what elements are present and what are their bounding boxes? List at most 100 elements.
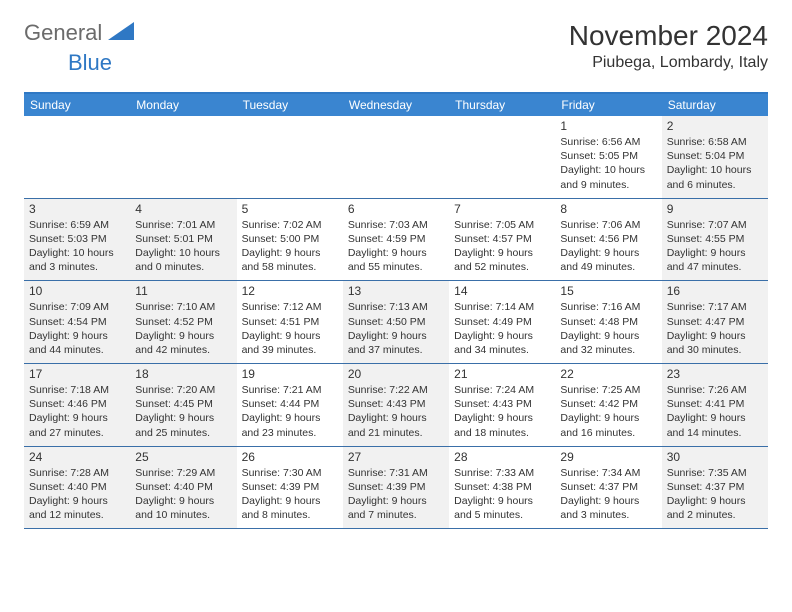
daylight-text: Daylight: 9 hours and 27 minutes.	[29, 411, 125, 439]
day-cell: 26Sunrise: 7:30 AMSunset: 4:39 PMDayligh…	[237, 447, 343, 529]
daylight-text: Daylight: 9 hours and 52 minutes.	[454, 246, 550, 274]
sunset-text: Sunset: 5:05 PM	[560, 149, 656, 163]
sunrise-text: Sunrise: 7:16 AM	[560, 300, 656, 314]
day-number: 26	[242, 450, 338, 464]
week-row: 10Sunrise: 7:09 AMSunset: 4:54 PMDayligh…	[24, 281, 768, 364]
daylight-text: Daylight: 9 hours and 7 minutes.	[348, 494, 444, 522]
week-row: 24Sunrise: 7:28 AMSunset: 4:40 PMDayligh…	[24, 447, 768, 530]
daylight-text: Daylight: 10 hours and 9 minutes.	[560, 163, 656, 191]
day-number: 25	[135, 450, 231, 464]
day-number: 16	[667, 284, 763, 298]
day-number: 2	[667, 119, 763, 133]
day-number: 23	[667, 367, 763, 381]
sunrise-text: Sunrise: 7:05 AM	[454, 218, 550, 232]
day-number: 24	[29, 450, 125, 464]
day-info: Sunrise: 7:10 AMSunset: 4:52 PMDaylight:…	[135, 300, 231, 357]
day-cell: 17Sunrise: 7:18 AMSunset: 4:46 PMDayligh…	[24, 364, 130, 446]
sunrise-text: Sunrise: 7:35 AM	[667, 466, 763, 480]
day-info: Sunrise: 7:12 AMSunset: 4:51 PMDaylight:…	[242, 300, 338, 357]
day-info: Sunrise: 7:01 AMSunset: 5:01 PMDaylight:…	[135, 218, 231, 275]
daylight-text: Daylight: 9 hours and 44 minutes.	[29, 329, 125, 357]
sunset-text: Sunset: 4:46 PM	[29, 397, 125, 411]
sunrise-text: Sunrise: 7:06 AM	[560, 218, 656, 232]
sunset-text: Sunset: 4:39 PM	[242, 480, 338, 494]
day-info: Sunrise: 7:22 AMSunset: 4:43 PMDaylight:…	[348, 383, 444, 440]
day-info: Sunrise: 7:31 AMSunset: 4:39 PMDaylight:…	[348, 466, 444, 523]
logo-text-blue: Blue	[68, 50, 112, 75]
day-cell: 16Sunrise: 7:17 AMSunset: 4:47 PMDayligh…	[662, 281, 768, 363]
day-number: 5	[242, 202, 338, 216]
day-cell	[130, 116, 236, 198]
day-number: 11	[135, 284, 231, 298]
day-header-cell: Friday	[555, 94, 661, 116]
day-cell: 23 Sunrise: 7:26 AMSunset: 4:41 PMDayligh…	[662, 364, 768, 446]
day-cell	[449, 116, 555, 198]
sunrise-text: Sunrise: 7:30 AM	[242, 466, 338, 480]
day-header-cell: Tuesday	[237, 94, 343, 116]
daylight-text: Daylight: 10 hours and 6 minutes.	[667, 163, 763, 191]
daylight-text: Daylight: 9 hours and 55 minutes.	[348, 246, 444, 274]
day-number: 3	[29, 202, 125, 216]
day-info: Sunrise: 7:21 AMSunset: 4:44 PMDaylight:…	[242, 383, 338, 440]
logo-text-general: General	[24, 20, 102, 46]
day-cell: 3Sunrise: 6:59 AMSunset: 5:03 PMDaylight…	[24, 199, 130, 281]
day-info: Sunrise: 7:35 AMSunset: 4:37 PMDaylight:…	[667, 466, 763, 523]
sunset-text: Sunset: 4:56 PM	[560, 232, 656, 246]
day-number: 8	[560, 202, 656, 216]
sunrise-text: Sunrise: 6:58 AM	[667, 135, 763, 149]
day-number: 20	[348, 367, 444, 381]
logo: General	[24, 20, 136, 46]
sunset-text: Sunset: 4:37 PM	[560, 480, 656, 494]
sunrise-text: Sunrise: 7:17 AM	[667, 300, 763, 314]
daylight-text: Daylight: 9 hours and 47 minutes.	[667, 246, 763, 274]
sunrise-text: Sunrise: 7:34 AM	[560, 466, 656, 480]
day-info: Sunrise: 7:09 AMSunset: 4:54 PMDaylight:…	[29, 300, 125, 357]
sunset-text: Sunset: 4:43 PM	[454, 397, 550, 411]
day-cell: 10Sunrise: 7:09 AMSunset: 4:54 PMDayligh…	[24, 281, 130, 363]
day-cell: 22Sunrise: 7:25 AMSunset: 4:42 PMDayligh…	[555, 364, 661, 446]
day-cell: 4Sunrise: 7:01 AMSunset: 5:01 PMDaylight…	[130, 199, 236, 281]
day-info: Sunrise: 7:34 AMSunset: 4:37 PMDaylight:…	[560, 466, 656, 523]
day-number: 22	[560, 367, 656, 381]
sunset-text: Sunset: 4:51 PM	[242, 315, 338, 329]
sunrise-text: Sunrise: 7:33 AM	[454, 466, 550, 480]
sunset-text: Sunset: 4:45 PM	[135, 397, 231, 411]
sunset-text: Sunset: 4:47 PM	[667, 315, 763, 329]
sunrise-text: Sunrise: 7:07 AM	[667, 218, 763, 232]
day-info: Sunrise: 7:29 AMSunset: 4:40 PMDaylight:…	[135, 466, 231, 523]
day-cell: 8Sunrise: 7:06 AMSunset: 4:56 PMDaylight…	[555, 199, 661, 281]
sunset-text: Sunset: 4:52 PM	[135, 315, 231, 329]
sunrise-text: Sunrise: 7:31 AM	[348, 466, 444, 480]
day-cell: 11 Sunrise: 7:10 AMSunset: 4:52 PMDayligh…	[130, 281, 236, 363]
sunrise-text: Sunrise: 7:29 AM	[135, 466, 231, 480]
day-info: Sunrise: 7:07 AMSunset: 4:55 PMDaylight:…	[667, 218, 763, 275]
sunset-text: Sunset: 5:04 PM	[667, 149, 763, 163]
daylight-text: Daylight: 9 hours and 2 minutes.	[667, 494, 763, 522]
day-info: Sunrise: 7:26 AMSunset: 4:41 PMDaylight:…	[667, 383, 763, 440]
sunrise-text: Sunrise: 7:10 AM	[135, 300, 231, 314]
day-number: 28	[454, 450, 550, 464]
day-cell: 7Sunrise: 7:05 AMSunset: 4:57 PMDaylight…	[449, 199, 555, 281]
day-cell: 6Sunrise: 7:03 AMSunset: 4:59 PMDaylight…	[343, 199, 449, 281]
daylight-text: Daylight: 9 hours and 10 minutes.	[135, 494, 231, 522]
day-number: 1	[560, 119, 656, 133]
day-cell: 13Sunrise: 7:13 AMSunset: 4:50 PMDayligh…	[343, 281, 449, 363]
sunrise-text: Sunrise: 7:09 AM	[29, 300, 125, 314]
daylight-text: Daylight: 9 hours and 14 minutes.	[667, 411, 763, 439]
day-cell: 20 Sunrise: 7:22 AMSunset: 4:43 PMDayligh…	[343, 364, 449, 446]
day-number: 29	[560, 450, 656, 464]
day-info: Sunrise: 6:56 AMSunset: 5:05 PMDaylight:…	[560, 135, 656, 192]
daylight-text: Daylight: 9 hours and 5 minutes.	[454, 494, 550, 522]
sunset-text: Sunset: 5:00 PM	[242, 232, 338, 246]
day-header-cell: Monday	[130, 94, 236, 116]
month-title: November 2024	[569, 20, 768, 52]
sunset-text: Sunset: 4:54 PM	[29, 315, 125, 329]
day-number: 21	[454, 367, 550, 381]
day-cell: 25 Sunrise: 7:29 AMSunset: 4:40 PMDayligh…	[130, 447, 236, 529]
sunrise-text: Sunrise: 7:13 AM	[348, 300, 444, 314]
day-info: Sunrise: 7:33 AMSunset: 4:38 PMDaylight:…	[454, 466, 550, 523]
day-header-cell: Sunday	[24, 94, 130, 116]
day-number: 18	[135, 367, 231, 381]
day-cell: 29 Sunrise: 7:34 AMSunset: 4:37 PMDayligh…	[555, 447, 661, 529]
day-number: 14	[454, 284, 550, 298]
